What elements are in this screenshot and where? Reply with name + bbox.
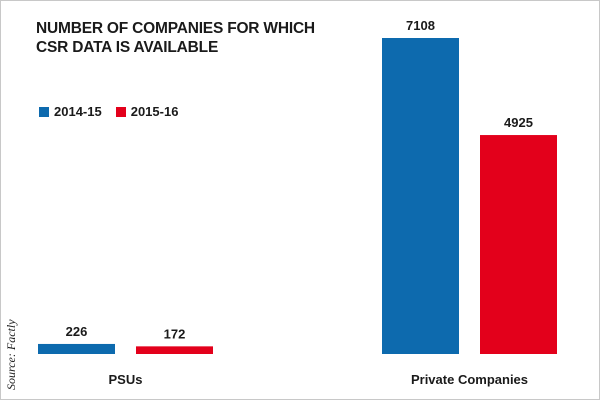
legend-label-2014-15: 2014-15: [54, 104, 102, 119]
bar-private-companies-2015-16: [480, 135, 557, 354]
bar-psus-2015-16: [136, 346, 213, 354]
value-label-private-companies-2015-16: 4925: [504, 115, 533, 130]
bar-psus-2014-15: [38, 343, 115, 354]
legend-swatch-2014-15: [39, 106, 49, 117]
legend-item-2015-16: 2015-16: [115, 104, 179, 119]
legend-swatch-2015-16: [115, 106, 126, 117]
category-label-private-companies: Private Companies: [411, 372, 528, 387]
category-label-psus: PSUs: [109, 372, 143, 387]
legend: 2014-15 2015-16: [39, 104, 192, 119]
legend-label-2015-16: 2015-16: [130, 104, 179, 119]
bar-private-companies-2014-15: [382, 38, 459, 354]
value-label-private-companies-2014-15: 7108: [406, 18, 435, 33]
value-label-psus-2015-16: 172: [164, 326, 186, 341]
chart-title: NUMBER OF COMPANIES FOR WHICH CSR DATA I…: [36, 20, 315, 56]
value-label-psus-2014-15: 226: [66, 324, 88, 339]
legend-item-2014-15: 2014-15: [39, 104, 102, 119]
